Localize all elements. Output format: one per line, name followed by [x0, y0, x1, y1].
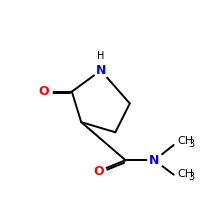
Text: CH: CH [178, 136, 194, 146]
Text: H: H [97, 51, 104, 61]
Text: N: N [96, 64, 106, 77]
Text: N: N [149, 154, 160, 167]
Text: 3: 3 [189, 139, 195, 149]
Text: 3: 3 [189, 172, 195, 182]
Text: O: O [38, 85, 49, 98]
Text: O: O [93, 165, 104, 178]
Text: CH: CH [178, 169, 194, 179]
